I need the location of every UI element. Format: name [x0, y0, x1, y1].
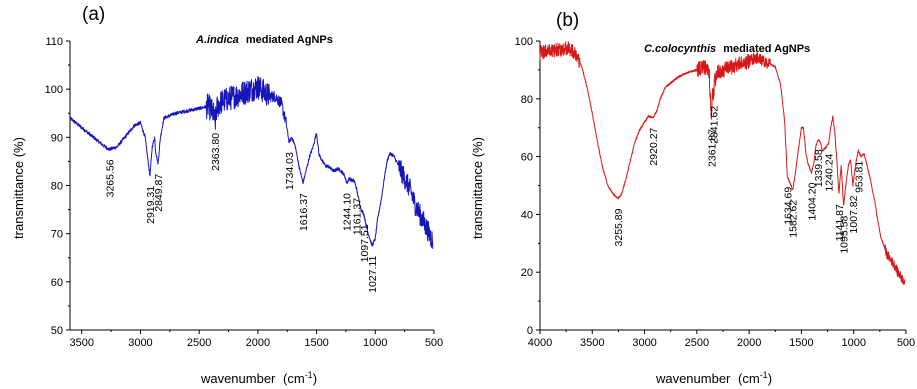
y-tick-label: 20: [521, 267, 533, 279]
chart-panel-a: (a) A.indica mediated AgNPs 3500 3000 2500…: [11, 4, 443, 386]
chart-title: A.indica mediated AgNPs: [195, 34, 333, 46]
y-tick-label: 90: [51, 132, 63, 144]
peak-label: 1339.58: [813, 149, 825, 187]
y-axis-label: transmittance (%): [470, 137, 485, 239]
peak-label: 1097.51: [359, 224, 371, 262]
x-tick-label: 3500: [69, 337, 93, 349]
peak-label: 953.81: [854, 161, 866, 193]
peak-label: 2361.87: [706, 129, 718, 167]
chart-panel-b: (b) C.colocynthis mediated AgNPs 4000 350…: [470, 10, 915, 386]
chart-title-rest: mediated AgNPs: [246, 34, 333, 46]
peak-label: 2363.80: [210, 133, 222, 171]
y-tick-label: 40: [521, 209, 533, 221]
x-tick-label: 500: [897, 337, 915, 349]
x-tick-label: 2500: [685, 337, 709, 349]
y-tick-label: 100: [515, 36, 533, 48]
x-axis-label: wavenumber (cm-1): [200, 370, 317, 386]
x-tick-label: 4000: [528, 337, 552, 349]
x-tick-label: 1500: [789, 337, 813, 349]
peak-label: 2341.62: [708, 106, 720, 144]
x-axis-label: wavenumber (cm-1): [655, 370, 772, 386]
x-tick-label: 500: [425, 337, 443, 349]
x-tick-label: 3000: [128, 337, 152, 349]
x-tick-label: 1000: [841, 337, 865, 349]
y-tick-label: 70: [51, 229, 63, 241]
y-tick-label: 80: [521, 94, 533, 106]
x-tick-label: 1000: [363, 337, 387, 349]
y-tick-label: 50: [51, 325, 63, 337]
y-tick-label: 100: [45, 84, 63, 96]
x-axis-label-text: wavenumber: [200, 371, 276, 386]
y-tick-label: 80: [51, 181, 63, 193]
plot-area: 4000 3500 3000 2500 2000 1500 1000 500 0 20 40 60 80…: [515, 36, 916, 349]
peak-label: 1141.87: [834, 204, 846, 241]
x-axis-label-unit: (cm: [738, 371, 760, 386]
peak-label: 2919.31: [145, 186, 157, 224]
peak-label: 1007.82: [848, 195, 860, 233]
peak-label: 1404.20: [807, 182, 819, 220]
x-tick-label: 2000: [737, 337, 761, 349]
y-tick-label: 110: [45, 36, 63, 48]
chart-title: C.colocynthis mediated AgNPs: [644, 43, 810, 55]
x-tick-label: 3000: [632, 337, 656, 349]
peak-label: 2920.27: [648, 127, 660, 165]
peak-label: 1634.69: [782, 187, 794, 225]
x-axis-label-close: ): [313, 371, 317, 386]
y-axis-label: transmittance (%): [11, 137, 26, 239]
x-axis-label-sup: -1: [760, 370, 768, 380]
peak-label: 2849.87: [153, 174, 165, 212]
panel-label: (a): [82, 4, 105, 25]
peak-label: 3255.89: [613, 208, 625, 246]
peak-label: 1240.24: [824, 153, 836, 191]
peak-label: 1582.62: [788, 200, 800, 238]
peak-label: 3265.56: [104, 159, 116, 197]
peak-label: 1244.10: [342, 193, 354, 231]
x-axis-label-sup: -1: [305, 370, 313, 380]
peak-label: 1027.11: [367, 256, 379, 293]
chart-title-italic: A.indica: [195, 34, 239, 46]
y-tick-label: 0: [527, 325, 533, 337]
peak-label: 1095.58: [839, 216, 851, 254]
y-tick-label: 60: [521, 152, 533, 164]
spectrum-line: [69, 75, 434, 249]
y-tick-label: 60: [51, 277, 63, 289]
x-axis-label-text: wavenumber: [655, 371, 731, 386]
x-tick-label: 2000: [246, 337, 270, 349]
x-tick-label: 3500: [580, 337, 604, 349]
peak-label: 1616.37: [298, 193, 310, 231]
chart-title-italic: C.colocynthis: [644, 43, 716, 55]
chart-title-rest: mediated AgNPs: [723, 43, 810, 55]
x-axis-label-unit: (cm: [283, 371, 305, 386]
panel-label: (b): [556, 10, 579, 31]
x-tick-label: 1500: [304, 337, 328, 349]
peak-label: 1161.37: [351, 198, 363, 235]
peak-label: 1734.03: [284, 152, 296, 190]
x-tick-label: 2500: [187, 337, 211, 349]
plot-area: 3500 3000 2500 2000 1500 1000 500 50 60 70 80 90 100…: [45, 36, 444, 349]
spectrum-line: [539, 41, 906, 286]
x-axis-label-close: ): [768, 371, 772, 386]
